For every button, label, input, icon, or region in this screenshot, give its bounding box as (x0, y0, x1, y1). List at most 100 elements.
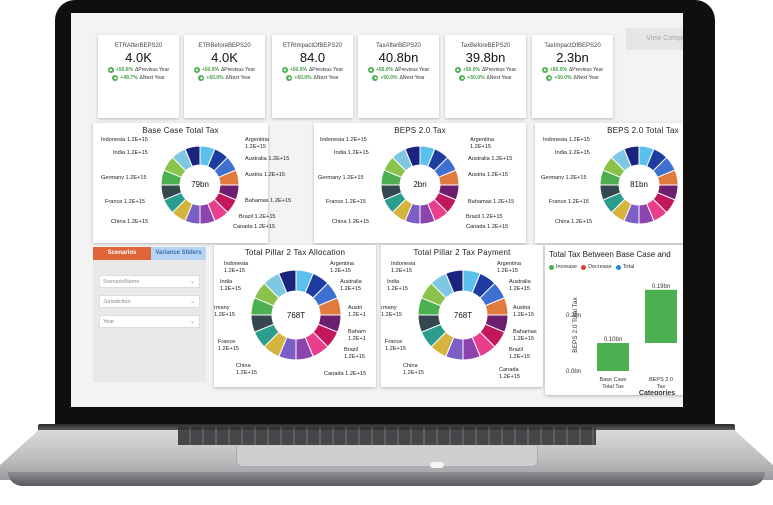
kpi-next-row: ▲ +50.0% ΔNext Year (445, 75, 526, 81)
dropdown-placeholder: ScenarioName (103, 279, 140, 285)
pie-chart-base-case[interactable] (160, 145, 240, 225)
kpi-prev-row: ▲ +50.6% ΔPrevious Year (98, 67, 179, 73)
kpi-prev-label: ΔPrevious Year (568, 67, 604, 73)
year-dropdown[interactable]: Year ⌄ (99, 315, 200, 328)
pie-label: Bahamas 1.2E+15 (513, 329, 537, 342)
dashboard-screen: ETRAfterBEPS20 4.0K ▲ +50.6% ΔPrevious Year ▲… (71, 13, 683, 407)
kpi-next-pct: +50.0% (294, 75, 312, 81)
waterfall-bar[interactable] (645, 289, 677, 343)
pie-chart-beps-tax[interactable] (380, 145, 460, 225)
chevron-down-icon: ⌄ (189, 319, 195, 325)
pie-label: Baham 1.2E+1 (348, 329, 366, 342)
kpi-next-row: ▲ +50.0% ΔNext Year (272, 75, 353, 81)
pie-slice[interactable] (623, 145, 640, 168)
kpi-card[interactable]: TaxImpactOfBEPS20 2.3bn ▲ +50.0% ΔPrevious Y… (532, 35, 613, 118)
pie-label: China 1.2E+15 (111, 219, 149, 225)
legend-item: Decrease (581, 264, 612, 270)
pie-label: Brazil 1.2E+15 (509, 347, 530, 360)
kpi-next-pct: +49.7% (120, 75, 138, 81)
kpi-next-pct: +50.0% (380, 75, 398, 81)
pie-label: Indonesia 1.2E+15 (391, 261, 416, 274)
view-comparison-button[interactable]: View Compo (626, 28, 683, 50)
laptop-trackpad (236, 446, 538, 467)
kpi-prev-row: ▲ +50.0% ΔPrevious Year (445, 67, 526, 73)
kpi-value: 4.0K (211, 50, 238, 65)
pie-title: Total Pillar 2 Tax Payment (413, 248, 511, 257)
filters-panel: Scenarios Variance Sliders ScenarioName ⌄… (93, 247, 206, 382)
kpi-prev-pct: +50.6% (115, 67, 133, 73)
pie-title: BEPS 2.0 Tax (394, 126, 446, 135)
pie-label: India 1.2E+15 (220, 279, 241, 292)
waterfall-bar[interactable] (597, 343, 629, 371)
pie-label: Indonesia 1.2E+15 (543, 137, 590, 143)
pie-label: Indonesia 1.2E+15 (320, 137, 367, 143)
pie-chart-beps-total[interactable] (599, 145, 679, 225)
pie-label: Canada 1.2E+15 (466, 224, 509, 230)
kpi-next-label: ΔNext Year (399, 75, 425, 81)
pie-card-base-case: Base Case Total Tax 79bn Argentina 1.2E+… (93, 123, 291, 243)
pie-chart-pillar2-payment[interactable] (417, 269, 509, 361)
pie-label: France 1.2E+15 (218, 339, 239, 352)
arrow-up-icon: ▲ (541, 67, 548, 73)
pie-center-value: 81bn (630, 180, 648, 189)
kpi-prev-row: ▲ +50.0% ΔPrevious Year (272, 67, 353, 73)
legend-dot (615, 264, 621, 270)
kpi-value: 84.0 (299, 50, 326, 65)
dropdown-placeholder: Year (103, 319, 115, 325)
legend-label: Decrease (588, 264, 612, 270)
pie-slice[interactable] (278, 269, 297, 294)
kpi-label: TaxBeforeBEPS20 (460, 43, 511, 49)
pie-slice[interactable] (445, 269, 464, 294)
pie-label: Argentina 1.2E+15 (245, 137, 269, 150)
pie-label: Australia 1.2E+15 (509, 279, 531, 292)
y-axis-label: BEPS 2.0 Total Tax (572, 297, 579, 353)
pie-slice[interactable] (404, 145, 421, 168)
pie-slice[interactable] (184, 145, 201, 168)
pie-label: rmany 1.2E+15 (381, 305, 402, 318)
pie-title: Total Pillar 2 Tax Allocation (244, 248, 346, 257)
kpi-card[interactable]: ETRImpactOfBEPS20 84.0 ▲ +50.0% ΔPrevious Ye… (272, 35, 353, 118)
kpi-next-pct: +50.0% (554, 75, 572, 81)
arrow-up-icon: ▲ (286, 75, 293, 81)
waterfall-legend: Increase Decrease Total (549, 264, 634, 270)
tab-variance-sliders[interactable]: Variance Sliders (151, 247, 206, 260)
kpi-card[interactable]: ETRAfterBEPS20 4.0K ▲ +50.6% ΔPrevious Year ▲… (98, 35, 179, 118)
scenario-name-dropdown[interactable]: ScenarioName ⌄ (99, 275, 200, 288)
pie-center-value: 79bn (191, 180, 209, 189)
arrow-up-icon: ▲ (367, 67, 374, 73)
kpi-next-label: ΔNext Year (139, 75, 165, 81)
pie-label: France 1.2E+15 (326, 199, 366, 205)
jurisdiction-dropdown[interactable]: Jurisdiction ⌄ (99, 295, 200, 308)
kpi-label: TaxAfterBEPS20 (376, 43, 421, 49)
pie-label: Argentina 1.2E+15 (470, 137, 494, 150)
arrow-up-icon: ▲ (454, 67, 461, 73)
pie-label: India 1.2E+15 (334, 150, 369, 156)
pie-label: Bahamas 1.2E+15 (245, 198, 292, 204)
waterfall-title: Total Tax Between Base Case and (549, 250, 671, 259)
kpi-prev-pct: +50.0% (289, 67, 307, 73)
pie-label: Germany 1.2E+15 (318, 175, 364, 181)
kpi-label: ETRImpactOfBEPS20 (282, 43, 343, 49)
kpi-next-label: ΔNext Year (573, 75, 599, 81)
kpi-card[interactable]: TaxAfterBEPS20 40.8bn ▲ +50.0% ΔPrevious Yea… (358, 35, 439, 118)
tab-scenarios[interactable]: Scenarios (93, 247, 151, 260)
pie-chart-pillar2-allocation[interactable] (250, 269, 342, 361)
legend-label: Increase (556, 264, 578, 270)
kpi-card[interactable]: ETRBeforeBEPS20 4.0K ▲ +50.0% ΔPrevious Year… (184, 35, 265, 118)
kpi-prev-row: ▲ +50.0% ΔPrevious Year (358, 67, 439, 73)
kpi-prev-label: ΔPrevious Year (220, 67, 256, 73)
arrow-up-icon: ▲ (372, 75, 379, 81)
kpi-next-row: ▲ +50.0% ΔNext Year (184, 75, 265, 81)
pie-center-value: 2bn (413, 180, 427, 189)
pie-card-beps-total: BEPS 2.0 Total Tax 81bn Indonesia 1.2E+1… (535, 123, 683, 243)
pie-label: Canada 1.2E+15 (324, 371, 367, 377)
kpi-prev-row: ▲ +50.0% ΔPrevious Year (184, 67, 265, 73)
kpi-label: ETRBeforeBEPS20 (198, 43, 251, 49)
kpi-card[interactable]: TaxBeforeBEPS20 39.8bn ▲ +50.0% ΔPrevious Ye… (445, 35, 526, 118)
pie-center-value: 768T (286, 311, 306, 320)
y-tick-label: 0.0bn (566, 369, 581, 375)
pie-label: France 1.2E+15 (385, 339, 406, 352)
kpi-next-row: ▲ +49.7% ΔNext Year (98, 75, 179, 81)
arrow-up-icon: ▲ (112, 75, 119, 81)
